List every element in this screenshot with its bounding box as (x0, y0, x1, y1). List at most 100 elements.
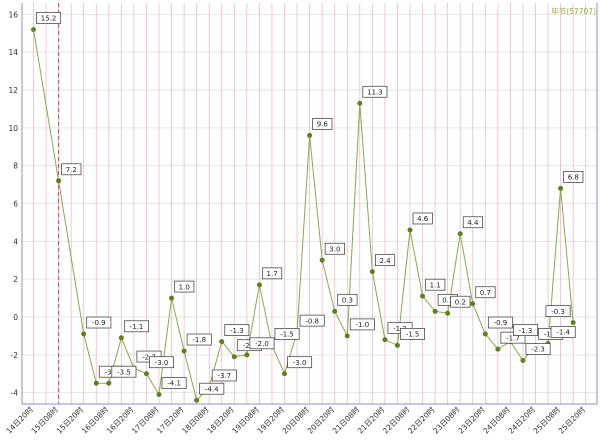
y-tick-label: 6 (13, 200, 18, 209)
data-point (231, 354, 237, 360)
data-label: -0.9 (494, 319, 508, 327)
data-point (194, 397, 200, 403)
data-label: -1.0 (356, 321, 370, 329)
data-point (219, 339, 225, 345)
data-label: -4.1 (167, 380, 181, 388)
data-label-box (462, 216, 483, 229)
data-point (520, 357, 526, 363)
data-label: -2.1 (243, 342, 257, 350)
data-label: -0.8 (305, 317, 319, 325)
data-label: 1.7 (267, 270, 278, 278)
data-label-box (224, 324, 250, 336)
data-label: -1.5 (406, 331, 420, 339)
y-tick-label: 14 (8, 48, 18, 57)
data-point (357, 100, 363, 106)
data-point (181, 348, 187, 354)
data-label-box (287, 356, 313, 369)
data-label: 2.4 (379, 257, 391, 265)
data-label-box (475, 286, 496, 299)
series-layer (31, 26, 576, 403)
data-label-box (324, 242, 345, 255)
y-tick-label: -4 (11, 389, 19, 398)
data-label-box (337, 293, 358, 306)
data-label-box (149, 356, 174, 369)
data-point (256, 282, 262, 288)
y-tick-label: -2 (11, 351, 19, 360)
data-label: -1.5 (280, 331, 294, 339)
data-label: -3.7 (217, 372, 231, 380)
data-point (118, 335, 124, 341)
data-label-box (450, 295, 471, 308)
data-label: 7.2 (66, 166, 77, 174)
data-label-box (161, 377, 187, 389)
data-point (106, 380, 112, 386)
data-label: 1.0 (179, 283, 190, 291)
data-point (369, 269, 375, 275)
data-point (382, 337, 388, 343)
data-label: 0.3 (442, 297, 453, 305)
data-label: -2.3 (531, 346, 545, 354)
data-label: 0.7 (480, 289, 491, 297)
data-label-box (249, 337, 275, 350)
y-tick-label: 0 (13, 313, 18, 322)
data-label: -2.7 (142, 353, 156, 361)
data-label-box (299, 314, 325, 327)
data-label: 4.6 (417, 215, 429, 223)
data-label-box (425, 278, 446, 291)
data-label: -3.0 (293, 359, 307, 367)
data-label: -3.5 (117, 368, 131, 376)
data-label: -1.8 (192, 336, 206, 344)
data-label: 9.6 (317, 121, 329, 129)
data-label: -3.5 (105, 368, 119, 376)
data-point (407, 227, 413, 233)
data-label: -1.7 (506, 334, 520, 342)
data-point (495, 346, 501, 352)
y-tick-label: 10 (8, 124, 18, 133)
grid-layer (22, 3, 597, 404)
data-label: 6.8 (568, 174, 579, 182)
data-label-box (375, 254, 396, 266)
data-label: 3.0 (329, 245, 340, 253)
data-label-box (362, 85, 388, 98)
data-label-box (487, 316, 513, 329)
data-label-box (111, 365, 137, 378)
data-point (56, 178, 62, 184)
data-label: -1.3 (230, 327, 244, 335)
data-label-box (513, 324, 538, 336)
data-point (470, 301, 476, 307)
data-label-box (349, 318, 375, 331)
data-label: 11.3 (367, 88, 383, 96)
data-point (332, 308, 338, 314)
data-point (432, 308, 438, 314)
data-label-layer: 15.27.2-0.9-3.5-3.5-1.1-2.7-3.0-4.11.0-1… (36, 12, 584, 395)
data-label: -1.4 (556, 329, 570, 337)
y-tick-label: 16 (8, 10, 18, 19)
series-line (33, 29, 574, 402)
data-point (420, 293, 426, 299)
x-tick-label: 25日20时 (556, 404, 588, 435)
data-point (558, 185, 564, 191)
data-label-box (500, 331, 526, 344)
data-label-box (563, 171, 584, 183)
data-label: -0.9 (92, 319, 106, 327)
data-label: 0.2 (455, 298, 466, 306)
data-label-box (199, 382, 225, 395)
data-point (93, 380, 99, 386)
data-label: -0.3 (551, 308, 565, 316)
data-label-box (211, 369, 237, 382)
data-label-box (123, 320, 149, 333)
y-tick-label: 4 (13, 237, 18, 246)
data-label: -1.5 (544, 331, 558, 339)
data-label-box (274, 328, 300, 340)
y-tick-label: 2 (13, 275, 18, 284)
data-point (344, 333, 350, 339)
data-label-box (61, 163, 82, 176)
data-label: -2.0 (255, 340, 269, 348)
data-label: 4.4 (467, 219, 479, 227)
data-point (81, 331, 87, 337)
data-point (319, 257, 325, 263)
data-label-box (550, 326, 576, 338)
data-label-box (186, 333, 212, 346)
